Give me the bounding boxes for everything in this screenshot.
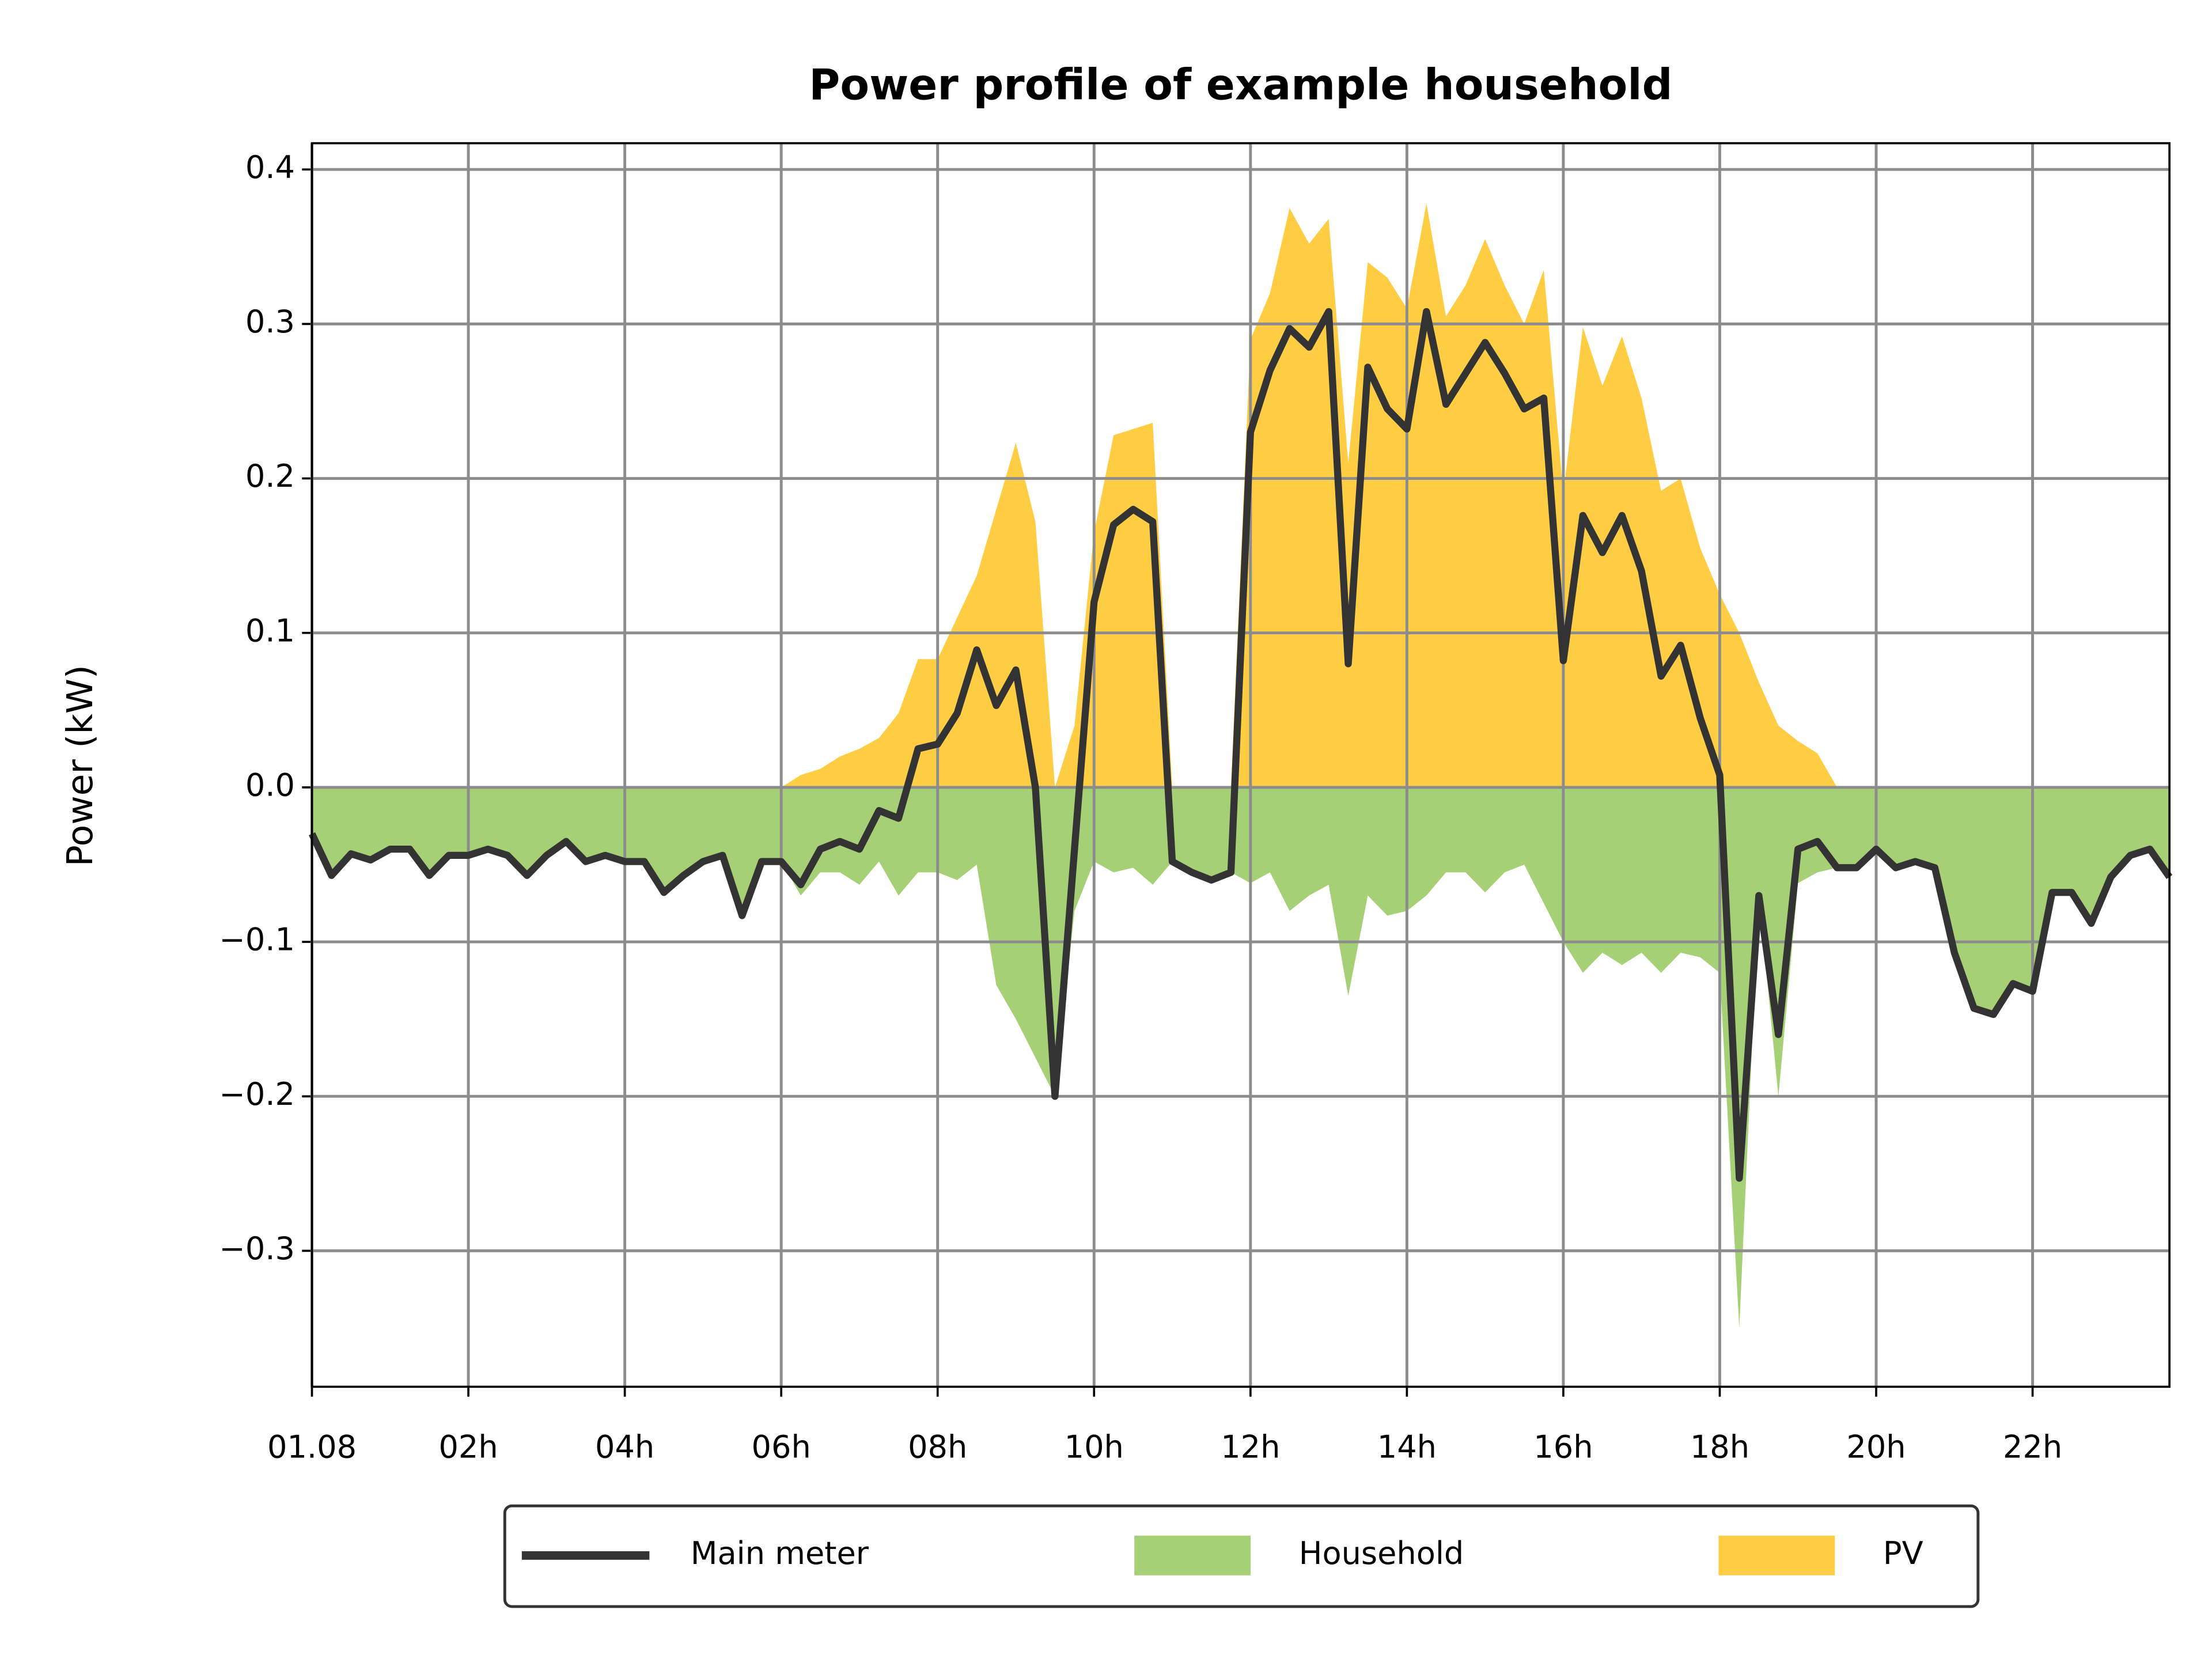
x-tick-label: 06h — [752, 1429, 811, 1465]
x-tick-label: 01.08 — [267, 1429, 357, 1465]
x-tick-label: 12h — [1221, 1429, 1280, 1465]
x-tick-label: 18h — [1690, 1429, 1749, 1465]
y-tick-label: 0.4 — [245, 149, 295, 185]
y-axis-label: Power (kW) — [59, 665, 101, 866]
x-tick-label: 20h — [1846, 1429, 1906, 1465]
x-tick-label: 14h — [1377, 1429, 1437, 1465]
y-tick-label: −0.2 — [219, 1076, 295, 1112]
x-tick-label: 02h — [438, 1429, 498, 1465]
y-tick-label: 0.1 — [245, 612, 295, 649]
y-tick-label: 0.3 — [245, 304, 295, 340]
y-tick-label: 0.2 — [245, 458, 295, 494]
legend-label: PV — [1883, 1535, 1923, 1571]
line — [308, 308, 2173, 1182]
plot-frame — [310, 142, 2171, 1388]
chart-title: Power profile of example household — [809, 60, 1672, 110]
y-tick-label: −0.1 — [219, 922, 295, 958]
y-tick-label: 0.0 — [245, 767, 295, 804]
area — [312, 787, 2170, 1328]
legend-swatch — [1718, 1535, 1835, 1575]
y-tick-label: −0.3 — [219, 1230, 295, 1267]
x-tick-label: 04h — [595, 1429, 654, 1465]
x-tick-label: 16h — [1533, 1429, 1593, 1465]
x-tick-label: 08h — [908, 1429, 967, 1465]
area — [312, 203, 2170, 787]
legend-label: Main meter — [691, 1535, 869, 1571]
x-tick-label: 22h — [2003, 1429, 2062, 1465]
legend-label: Household — [1299, 1535, 1464, 1571]
x-tick-label: 10h — [1065, 1429, 1124, 1465]
legend-swatch — [1134, 1535, 1251, 1575]
